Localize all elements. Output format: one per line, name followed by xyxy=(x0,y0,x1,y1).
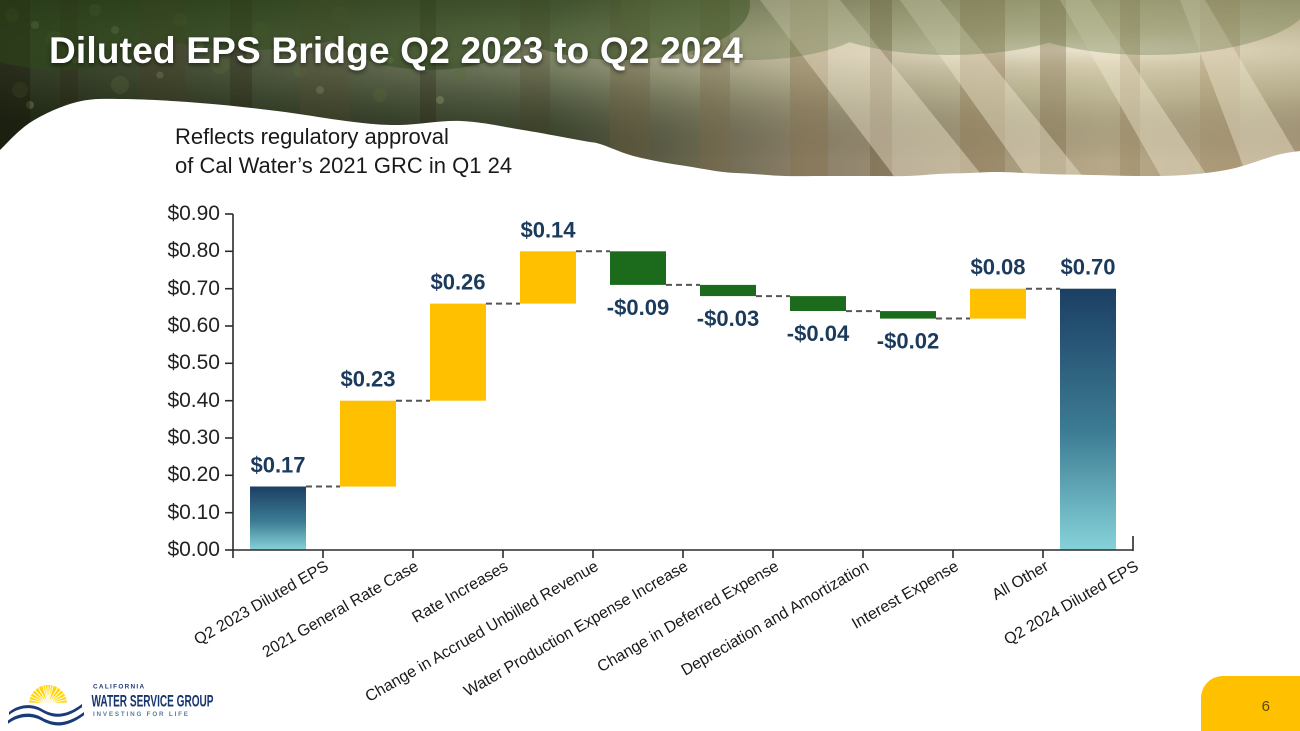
svg-text:INVESTING FOR LIFE: INVESTING FOR LIFE xyxy=(93,711,190,718)
svg-text:$0.17: $0.17 xyxy=(250,453,305,478)
svg-text:CALIFORNIA: CALIFORNIA xyxy=(93,684,145,691)
svg-text:$0.26: $0.26 xyxy=(430,270,485,295)
svg-text:-$0.02: -$0.02 xyxy=(877,329,939,354)
svg-text:-$0.03: -$0.03 xyxy=(697,306,759,331)
svg-text:$0.14: $0.14 xyxy=(520,217,576,242)
svg-text:$0.23: $0.23 xyxy=(340,367,395,392)
svg-text:WATER SERVICE GROUP: WATER SERVICE GROUP xyxy=(92,693,214,711)
svg-text:$0.08: $0.08 xyxy=(970,255,1025,280)
svg-text:-$0.09: -$0.09 xyxy=(607,295,669,320)
svg-text:$0.70: $0.70 xyxy=(1060,255,1115,280)
svg-text:-$0.04: -$0.04 xyxy=(787,321,850,346)
